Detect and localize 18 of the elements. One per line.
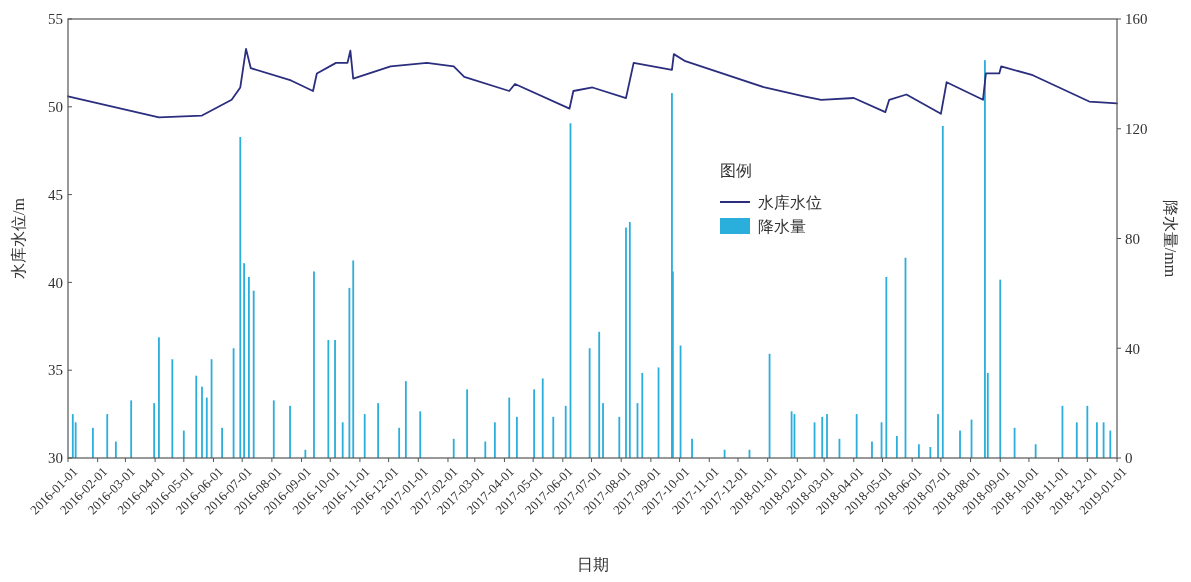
y2-tick-label: 80 <box>1125 230 1140 247</box>
legend-label: 水库水位 <box>758 193 822 211</box>
y2-tick-label: 120 <box>1125 121 1148 137</box>
y2-tick-label: 40 <box>1125 340 1140 357</box>
legend-label: 降水量 <box>758 217 806 235</box>
y-axis-title: 水库水位/m <box>10 197 27 279</box>
y2-axis-title: 降水量/mm <box>1162 199 1179 278</box>
y-tick-label: 45 <box>48 186 63 203</box>
y2-tick-label: 0 <box>1125 450 1133 467</box>
x-axis-title: 日期 <box>576 556 609 573</box>
legend-title: 图例 <box>720 162 752 179</box>
y-tick-label: 55 <box>48 11 63 28</box>
y-tick-label: 50 <box>48 99 63 116</box>
y-tick-label: 30 <box>48 450 63 467</box>
y-tick-label: 35 <box>48 362 63 379</box>
y2-tick-label: 160 <box>1125 11 1148 28</box>
line-series <box>67 47 1118 119</box>
y-tick-label: 40 <box>48 274 63 291</box>
